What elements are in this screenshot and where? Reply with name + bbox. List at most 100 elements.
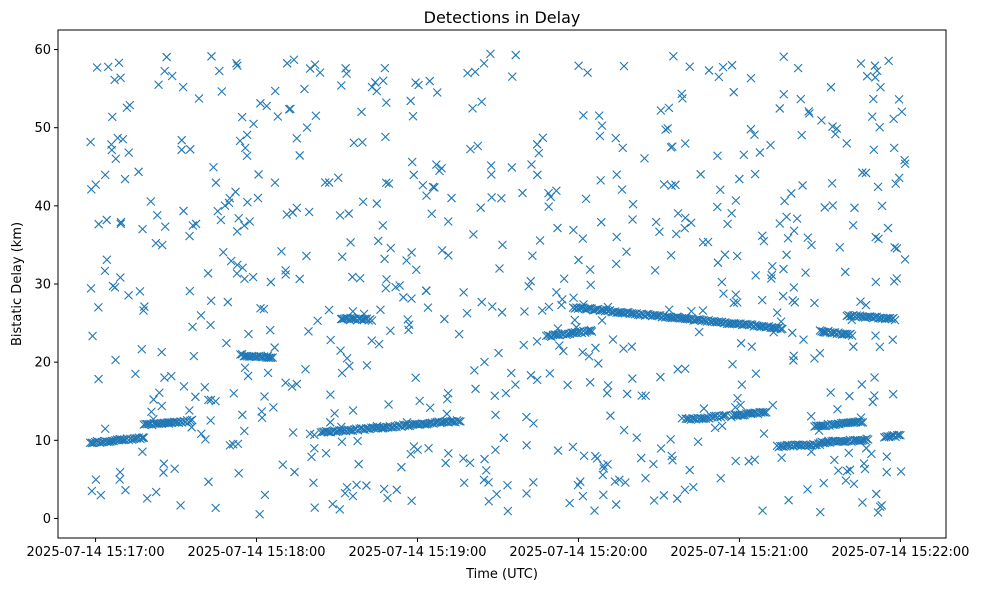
detection-marker [894, 95, 904, 104]
detection-marker [619, 425, 629, 435]
detection-marker [381, 132, 390, 142]
detection-marker [537, 306, 547, 315]
detection-marker [200, 382, 210, 392]
detection-marker [824, 436, 833, 446]
detection-marker [491, 410, 500, 420]
detection-marker [268, 353, 278, 363]
detection-marker [213, 206, 223, 216]
detection-marker [139, 433, 149, 442]
detection-marker [850, 203, 859, 213]
detection-marker [856, 59, 866, 68]
detection-marker [612, 170, 622, 179]
detection-marker [628, 215, 637, 224]
detection-marker [593, 359, 603, 368]
detection-marker [398, 292, 408, 302]
detection-marker [223, 297, 233, 307]
detection-marker [382, 275, 391, 284]
detection-marker [688, 482, 698, 492]
detection-marker [499, 433, 509, 443]
detection-marker [362, 481, 371, 490]
detection-marker [154, 388, 164, 398]
detection-marker [110, 282, 120, 292]
detection-marker [788, 296, 798, 305]
detection-marker [206, 320, 215, 330]
detection-marker [142, 493, 152, 503]
detection-marker [254, 170, 263, 179]
detection-marker [597, 315, 607, 325]
detection-marker [415, 396, 425, 406]
chart-title: Detections in Delay [424, 8, 581, 27]
detection-marker [863, 435, 873, 444]
detection-marker [731, 196, 741, 205]
detection-marker [757, 295, 767, 305]
detection-marker [463, 68, 472, 78]
detection-marker [177, 145, 186, 155]
detection-marker [313, 316, 323, 326]
detection-marker [888, 335, 898, 345]
detection-marker [666, 435, 676, 444]
detection-marker [897, 107, 907, 117]
detection-marker [732, 411, 742, 421]
detection-marker [659, 179, 669, 189]
detection-marker [527, 160, 536, 169]
detection-marker [758, 506, 767, 515]
detection-marker [473, 141, 483, 151]
detection-marker [529, 419, 538, 428]
detection-marker [602, 305, 611, 315]
detection-marker [100, 170, 110, 180]
detection-marker [262, 101, 272, 111]
detection-marker [856, 297, 865, 307]
detection-marker [435, 418, 445, 428]
detection-marker [786, 189, 796, 198]
detection-marker [710, 423, 720, 433]
detection-marker [232, 260, 242, 270]
detection-marker [384, 179, 394, 188]
detection-marker [311, 111, 321, 121]
x-tick-label: 2025-07-14 15:17:00 [27, 545, 165, 560]
detection-marker [620, 478, 630, 487]
detection-marker [875, 342, 885, 352]
detection-marker [408, 111, 418, 121]
detection-marker [302, 251, 311, 261]
detection-marker [248, 272, 258, 282]
detection-marker [358, 197, 368, 207]
detection-marker [340, 488, 350, 498]
detection-marker [518, 188, 527, 198]
detection-marker [789, 283, 799, 292]
detection-marker [677, 413, 687, 423]
detection-marker [146, 197, 156, 206]
detection-marker [873, 182, 883, 192]
detection-marker [185, 144, 195, 154]
detection-marker [680, 485, 690, 495]
detection-marker [270, 86, 280, 96]
detection-marker [751, 369, 761, 379]
detection-marker [557, 300, 566, 310]
detection-marker [900, 254, 910, 264]
detection-marker [487, 302, 497, 311]
detection-marker [501, 388, 511, 398]
detection-marker [465, 458, 475, 468]
detection-marker [237, 410, 247, 420]
detection-marker [606, 411, 615, 421]
detection-marker [890, 315, 900, 325]
detection-marker [557, 329, 566, 339]
detection-marker [673, 364, 683, 374]
detection-marker [562, 330, 571, 340]
detection-marker [418, 180, 428, 190]
detection-marker [718, 411, 728, 421]
detection-marker [239, 426, 249, 436]
detection-marker [292, 203, 302, 213]
detection-marker [664, 103, 674, 113]
detection-marker [229, 389, 239, 398]
detection-marker [403, 315, 413, 324]
detection-marker [694, 327, 704, 337]
scatter-marks [85, 49, 910, 519]
detection-marker [526, 276, 536, 286]
detection-marker [612, 232, 622, 242]
detection-marker [326, 390, 335, 400]
detection-marker [422, 286, 431, 296]
detection-marker [883, 223, 893, 233]
detection-marker [810, 298, 819, 308]
detection-marker [220, 201, 230, 211]
detection-marker [596, 175, 606, 185]
